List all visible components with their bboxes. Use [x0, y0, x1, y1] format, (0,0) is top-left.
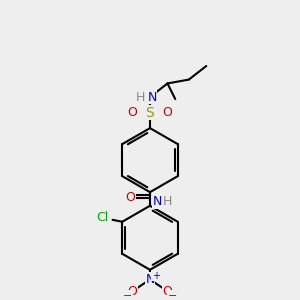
Text: H: H: [163, 195, 172, 208]
Text: O: O: [126, 191, 136, 205]
Text: Cl: Cl: [97, 212, 109, 224]
Text: N: N: [147, 91, 157, 103]
Text: O: O: [163, 106, 172, 119]
Text: O: O: [128, 106, 137, 119]
Text: −: −: [168, 291, 177, 300]
Text: +: +: [152, 271, 160, 281]
Text: N: N: [145, 273, 155, 286]
Text: H: H: [136, 91, 145, 103]
Text: O: O: [163, 285, 172, 298]
Text: −: −: [123, 291, 132, 300]
Text: N: N: [153, 195, 163, 208]
Text: O: O: [128, 285, 137, 298]
Text: S: S: [146, 106, 154, 120]
